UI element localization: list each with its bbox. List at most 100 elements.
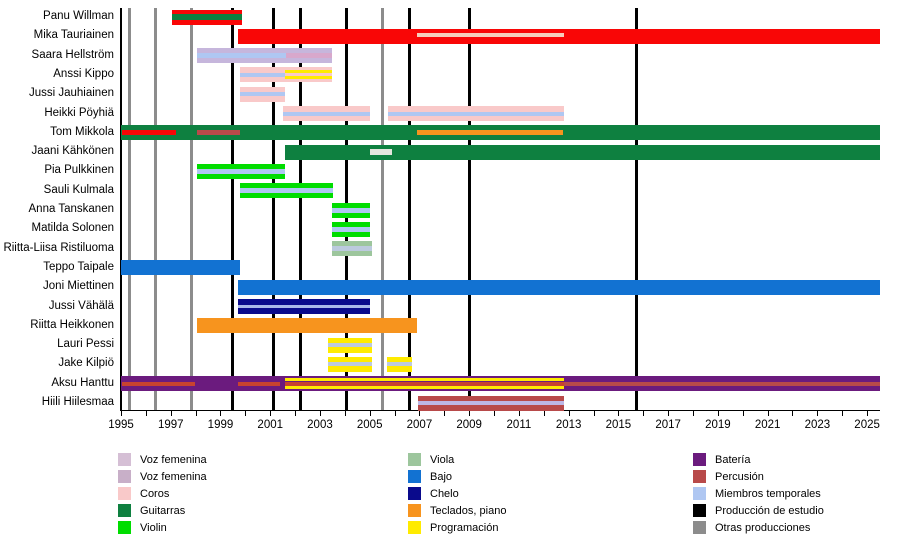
legend-label: Voz femenina: [140, 471, 207, 483]
axis-tick-label: 2011: [506, 419, 532, 431]
member-label: Panu Willman: [43, 10, 114, 22]
timeline-bar: [171, 9, 243, 25]
member-label: Aksu Hanttu: [51, 376, 114, 389]
timeline-bar-stripe: [196, 53, 287, 59]
axis-tick: [717, 410, 719, 416]
timeline-bar-stripe: [239, 92, 285, 97]
legend-swatch: [408, 487, 421, 500]
member-label: Sauli Kulmala: [43, 183, 114, 196]
timeline-bar: [388, 106, 564, 121]
timeline-bar: [239, 67, 332, 83]
timeline-bar-stripe: [331, 226, 370, 232]
member-label: Jake Kilpiö: [58, 357, 114, 370]
legend-label: Miembros temporales: [715, 488, 821, 500]
legend-swatch: [118, 504, 131, 517]
member-label: Saara Hellström: [31, 48, 114, 61]
axis-tick: [369, 410, 371, 416]
legend-label: Violin: [140, 522, 167, 534]
axis-tick-label: 2023: [804, 419, 831, 431]
member-label: Anna Tanskanen: [28, 203, 114, 215]
axis-tick-label: 2021: [754, 419, 781, 431]
timeline-bar-stripe: [121, 130, 176, 136]
member-label: Jussi Jauhiainen: [28, 87, 114, 100]
axis-tick: [867, 410, 869, 416]
legend-label: Guitarras: [140, 505, 186, 517]
studio-album-line: [272, 8, 276, 410]
axis-tick-label: 2013: [555, 419, 582, 431]
legend-label: Viola: [430, 454, 455, 466]
timeline-bar: [196, 318, 417, 334]
axis-tick: [568, 410, 570, 416]
timeline-bar: [239, 86, 285, 102]
legend-label: Coros: [140, 488, 170, 500]
legend-label: Chelo: [430, 488, 459, 500]
timeline-bar-stripe: [196, 168, 285, 174]
timeline-bar-stripe: [284, 381, 564, 386]
timeline-bar-stripe: [171, 14, 243, 20]
timeline-bar-stripe: [121, 381, 196, 386]
timeline-bar-stripe: [284, 70, 332, 74]
timeline-bar-stripe: [416, 130, 563, 136]
timeline-bar-stripe: [284, 378, 564, 382]
member-label: Anssi Kippo: [53, 67, 114, 80]
axis-tick: [469, 410, 471, 416]
axis-tick: [693, 410, 694, 416]
timeline-bar: [331, 221, 370, 237]
axis-tick: [817, 410, 819, 416]
axis-tick: [668, 410, 670, 416]
axis-tick-label: 2019: [705, 419, 731, 431]
other-production-line: [153, 8, 157, 410]
plot-area: Panu Willman Mika Tauriainen Saara Hellstr…: [3, 8, 880, 411]
member-label: Jaani Kähkönen: [31, 145, 114, 158]
member-label: Pia Pulkkinen: [44, 164, 114, 177]
other-production-line: [190, 8, 194, 410]
axis-tick: [394, 410, 396, 416]
timeline-bar: [237, 299, 370, 314]
studio-album-line: [634, 8, 638, 410]
member-label: Lauri Pessi: [57, 338, 114, 351]
studio-album-line: [408, 8, 412, 410]
timeline-bar-stripe: [328, 343, 372, 348]
timeline-bar: [328, 356, 372, 372]
timeline-bar: [331, 241, 372, 257]
timeline-bar: [239, 183, 333, 199]
timeline-bar: [121, 260, 241, 276]
axis-tick: [643, 410, 645, 416]
timeline-bar-stripe: [369, 149, 392, 156]
axis-tick: [170, 410, 172, 416]
axis-tick: [121, 410, 122, 416]
studio-album-line: [231, 8, 235, 410]
axis-tick: [742, 410, 744, 416]
timeline-bar-stripe: [563, 381, 880, 386]
member-label: Tom Mikkola: [50, 125, 114, 138]
studio-album-line: [298, 8, 302, 410]
timeline-bar-stripe: [388, 111, 564, 116]
timeline-bar-stripe: [282, 111, 371, 116]
timeline-bar-stripe: [417, 401, 564, 405]
axis-tick-label: 2001: [257, 419, 284, 431]
legend-swatch: [693, 521, 706, 534]
legend-swatch: [118, 521, 131, 534]
timeline-bar: [284, 144, 880, 160]
axis-tick-label: 1999: [207, 419, 234, 431]
timeline-bar: [237, 279, 880, 295]
legend-swatch: [408, 470, 421, 483]
axis-tick: [245, 410, 247, 416]
legend-swatch: [408, 453, 421, 466]
legend-swatch: [118, 470, 131, 483]
legend-swatch: [118, 487, 131, 500]
legend-swatch: [118, 453, 131, 466]
timeline-bar-stripe: [386, 362, 412, 367]
axis-tick: [344, 410, 346, 416]
timeline-bar-stripe: [239, 188, 333, 194]
axis-tick: [270, 410, 272, 416]
axis-tick: [444, 410, 446, 416]
timeline-bar: [121, 125, 880, 141]
axis-tick-label: 2017: [655, 419, 681, 431]
timeline-bar: [196, 48, 332, 64]
axis-tick: [842, 410, 844, 416]
axis-tick-label: 1997: [157, 419, 184, 431]
legend-label: Batería: [715, 454, 751, 466]
axis-tick: [518, 410, 520, 416]
